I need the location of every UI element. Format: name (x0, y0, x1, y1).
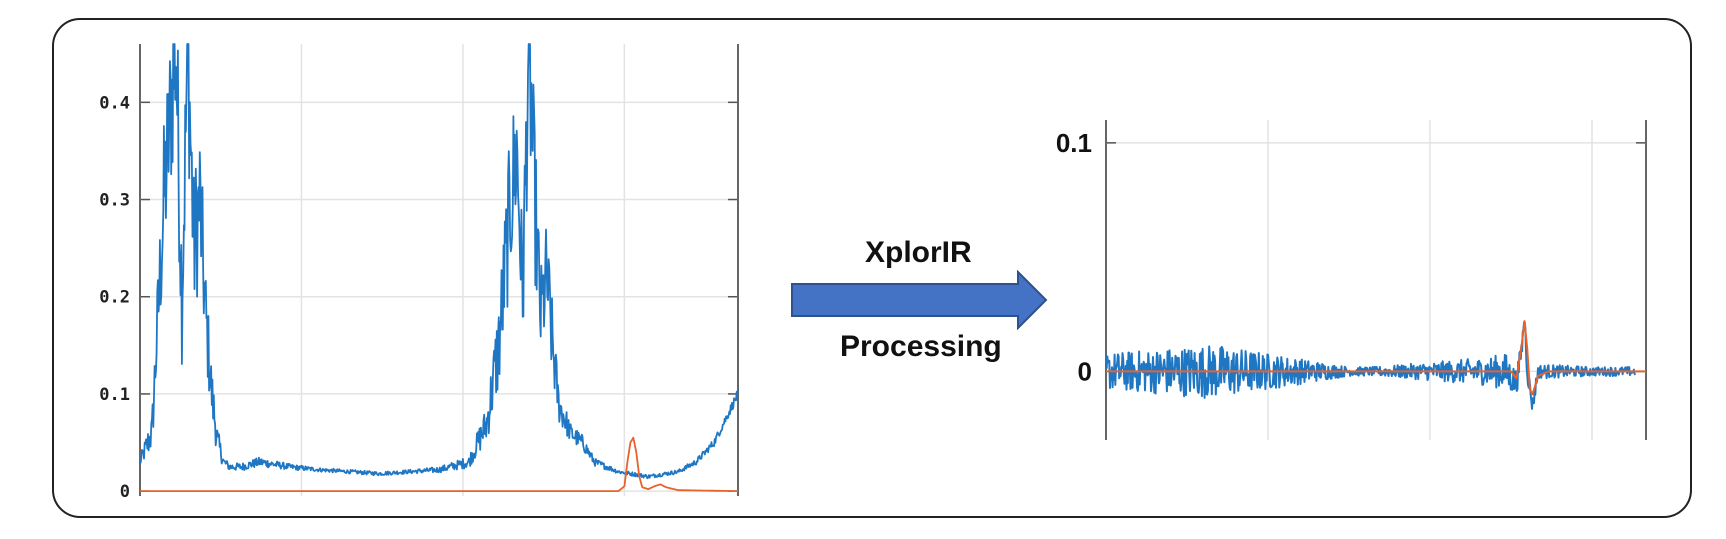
series-line-1 (1105, 320, 1647, 396)
arrow-right-icon (791, 270, 1048, 330)
left-ytick-labels: 0 0.1 0.2 0.3 0.4 (99, 93, 130, 502)
series-line-1 (140, 436, 738, 493)
ytick-label: 0.1 (99, 385, 130, 405)
ytick-label: 0.4 (99, 93, 130, 113)
process-arrow (791, 270, 1048, 330)
arrow-label-bottom: Processing (840, 330, 1002, 363)
ytick-label: 0.3 (99, 190, 130, 210)
right-ytick-labels: 00.1 (1056, 128, 1092, 387)
ytick-label: 0.2 (99, 288, 130, 308)
ytick-label: 0 (1078, 357, 1092, 387)
figure-frame (52, 18, 1692, 518)
series-line-0 (1105, 321, 1637, 410)
arrow-label-top: XplorIR (865, 236, 972, 269)
right-series-group (1105, 320, 1647, 410)
ytick-label: 0.1 (1056, 128, 1092, 158)
ytick-label: 0 (120, 482, 130, 502)
left-series-group (139, 43, 739, 493)
